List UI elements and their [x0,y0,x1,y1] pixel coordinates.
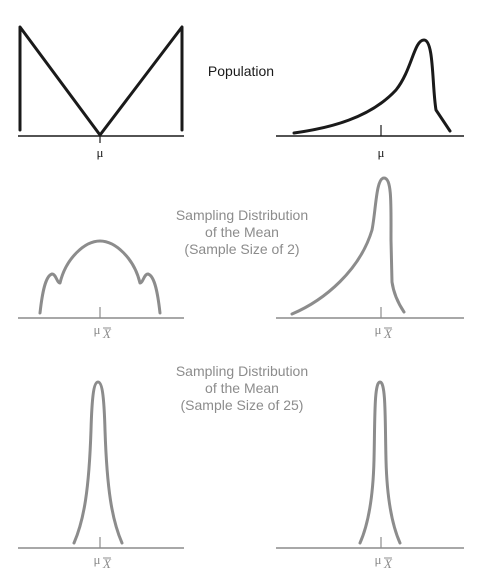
sample-size-2-caption-line-2: of the Mean [205,224,279,240]
sample-size-25-right-panel: μ X [276,382,464,571]
sample-size-2-right-panel: μ X [276,178,464,341]
sample-size-25-row: μ X μ X Sampling Distribution of the Mea… [18,363,464,571]
sample-size-2-left-mu-symbol: μ [94,322,101,337]
sample-size-2-right-mean-label: μ X [375,322,394,341]
sample-size-2-caption-line-3: (Sample Size of 2) [184,241,299,257]
sample-size-2-caption: Sampling Distribution of the Mean (Sampl… [176,207,308,257]
sample-size-25-left-mean-label: μ X [94,552,113,571]
population-right-panel: μ [276,40,464,160]
population-right-curve [294,40,450,133]
sample-size-2-caption-line-1: Sampling Distribution [176,207,308,223]
sample-size-25-caption-line-3: (Sample Size of 25) [181,397,304,413]
sample-size-25-caption-line-2: of the Mean [205,380,279,396]
sample-size-25-left-mu-symbol: μ [94,552,101,567]
sample-size-25-left-curve [74,382,122,543]
population-caption-line: Population [208,63,274,79]
sample-size-2-left-curve [40,241,160,313]
sample-size-25-right-mu-symbol: μ [375,552,382,567]
population-left-curve [20,27,182,135]
sample-size-25-caption-line-1: Sampling Distribution [176,363,308,379]
sample-size-25-right-curve [360,382,400,543]
sample-size-2-right-mu-symbol: μ [375,322,382,337]
population-caption: Population [208,63,274,79]
sample-size-25-left-panel: μ X [18,382,184,571]
sample-size-2-row: μ X μ X Sampling Distribution of the Mea… [18,178,464,341]
population-left-panel: μ [18,27,184,160]
sample-size-2-left-mean-label: μ X [94,322,113,341]
sample-size-2-right-curve [292,178,404,314]
population-left-mean-label: μ [97,145,104,160]
population-row: μ μ Population [18,27,464,160]
population-right-mean-label: μ [378,145,385,160]
sample-size-25-caption: Sampling Distribution of the Mean (Sampl… [176,363,308,413]
sample-size-25-right-mean-label: μ X [375,552,394,571]
sample-size-2-left-panel: μ X [18,241,184,341]
